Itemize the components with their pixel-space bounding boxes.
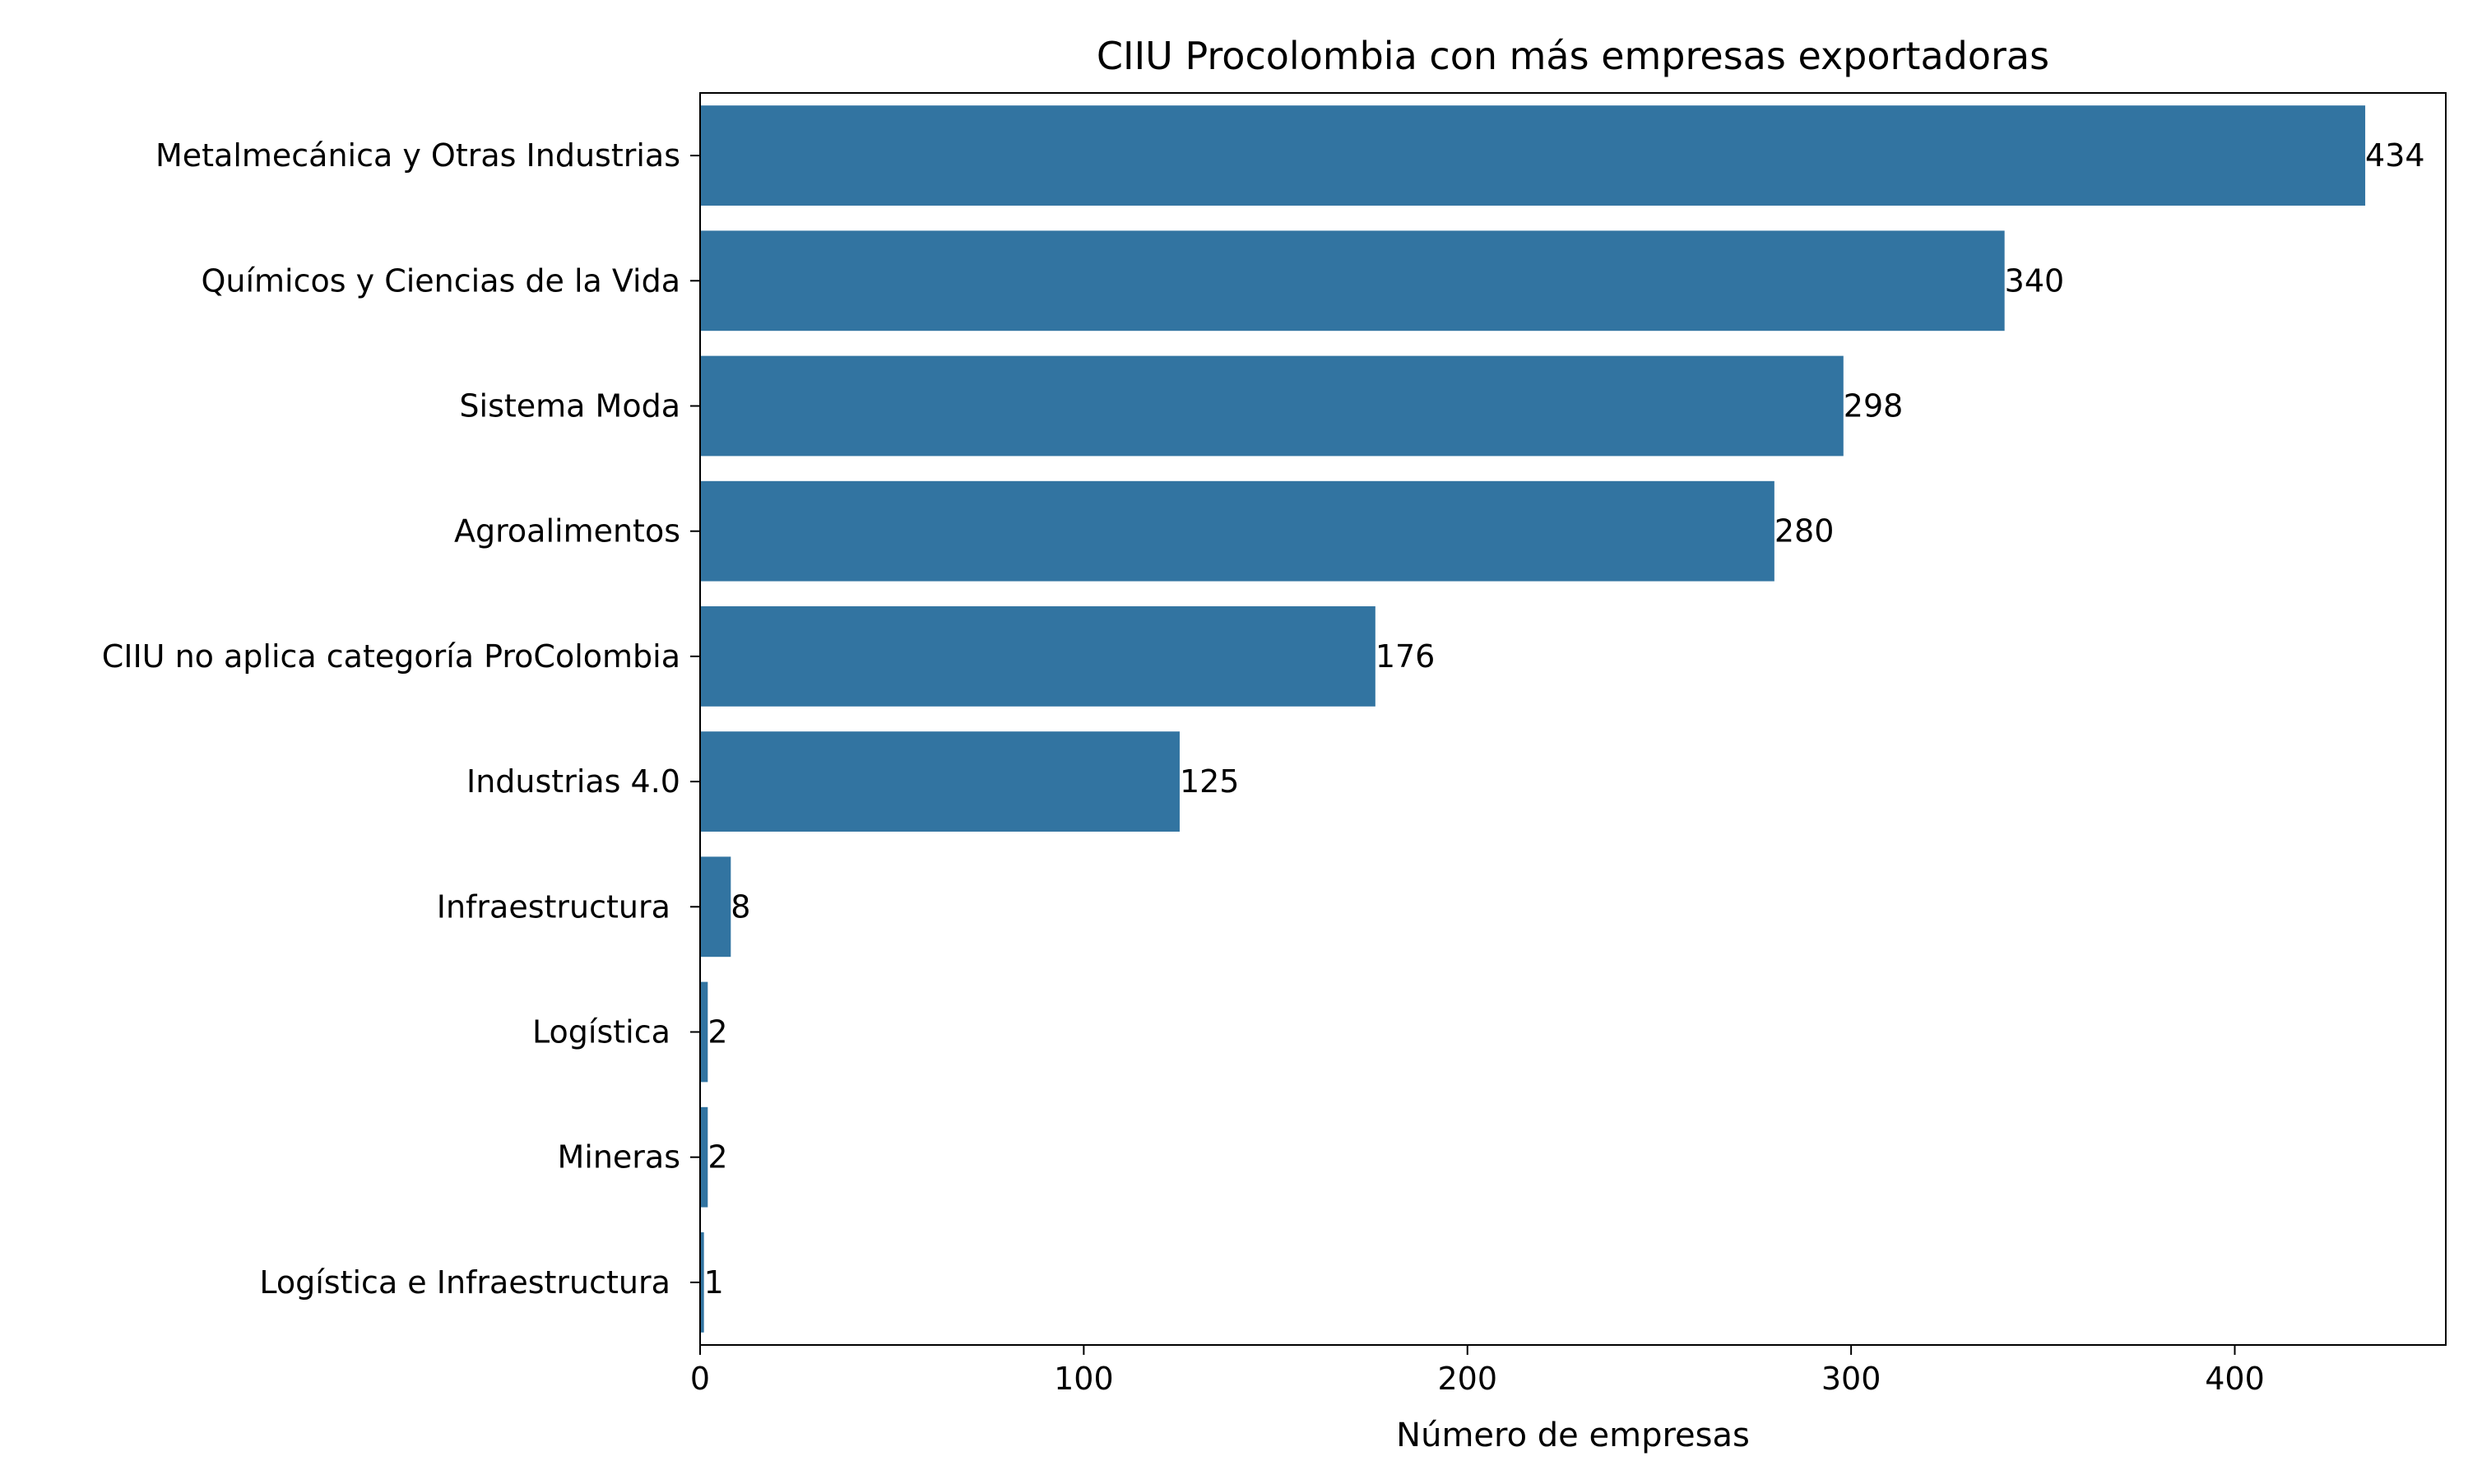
- data-label: 298: [1844, 388, 1904, 424]
- data-label: 280: [1774, 513, 1835, 550]
- data-label: 2: [707, 1139, 727, 1176]
- x-tick-label: 100: [1054, 1361, 1114, 1397]
- bar: [700, 230, 2005, 332]
- bars-group: [700, 105, 2366, 1333]
- value-labels-group: 434 340 298 280 176 125 8 2 2 1: [704, 137, 2425, 1301]
- x-tick-label: 300: [1821, 1361, 1881, 1397]
- data-label: 1: [704, 1264, 724, 1301]
- bar: [700, 856, 731, 958]
- y-tick-label: Mineras: [557, 1139, 680, 1176]
- y-tick-label: Agroalimentos: [454, 513, 680, 550]
- x-axis-ticks-group: 0 100 200 300 400: [690, 155, 2265, 1397]
- chart-title: CIIU Procolombia con más empresas export…: [1097, 34, 2049, 78]
- bar: [700, 1106, 708, 1208]
- y-tick-label: Sistema Moda: [459, 388, 680, 424]
- bar: [700, 731, 1180, 832]
- bar: [700, 355, 1844, 457]
- data-label: 8: [731, 888, 750, 925]
- bar: [700, 105, 2366, 206]
- data-label: 2: [707, 1014, 727, 1050]
- bar: [700, 981, 708, 1083]
- x-tick-label: 200: [1437, 1361, 1497, 1397]
- y-tick-label: CIIU no aplica categoría ProColombia: [102, 638, 680, 675]
- x-tick-label: 0: [690, 1361, 710, 1397]
- bar: [700, 480, 1774, 582]
- plot-frame: [699, 92, 2447, 1346]
- y-tick-label: Infraestructura: [437, 888, 680, 925]
- y-tick-label: Logística: [532, 1014, 680, 1050]
- data-label: 340: [2005, 262, 2065, 299]
- x-tick-label: 400: [2205, 1361, 2265, 1397]
- bar: [700, 606, 1375, 707]
- bar: [700, 1232, 704, 1333]
- x-axis-label: Número de empresas: [1396, 1417, 1750, 1454]
- data-label: 125: [1180, 763, 1240, 800]
- y-tick-label: Industrias 4.0: [466, 763, 680, 800]
- category-labels-group: Metalmecánica y Otras Industrias Químicos…: [102, 137, 680, 1301]
- data-label: 176: [1375, 638, 1436, 675]
- y-tick-label: Químicos y Ciencias de la Vida: [201, 262, 680, 299]
- data-label: 434: [2365, 137, 2425, 174]
- y-tick-label: Metalmecánica y Otras Industrias: [155, 137, 680, 174]
- y-tick-label: Logística e Infraestructura: [259, 1264, 680, 1301]
